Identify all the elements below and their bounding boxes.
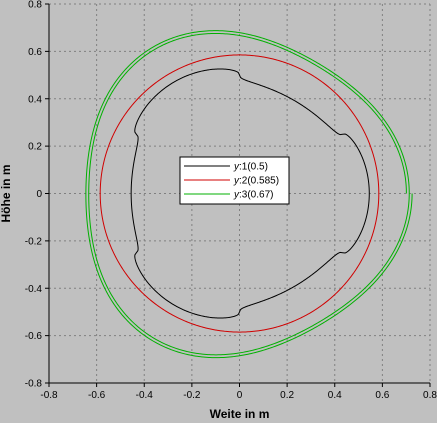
x-tick-labels: -0.8 -0.6 -0.4 -0.2 0 0.2 0.4 0.6 0.8 [40,390,437,401]
legend-entry: y:2(0.585) [184,176,279,187]
x-tick-label: -0.6 [88,390,106,401]
x-tick-label: -0.4 [136,390,154,401]
legend-entry: y:1(0.5) [184,162,268,173]
series-lines [85,30,413,359]
legend: y:1(0.5) y:2(0.585) y:3(0.67) [179,156,290,205]
x-axis-title: Weite in m [210,407,270,421]
axes [45,3,431,387]
series-line-3 [85,30,413,359]
legend-label-2-suffix: :2(0.585) [239,176,279,187]
x-tick-label: 0.8 [423,390,437,401]
legend-label-3-suffix: :3(0.67) [239,190,273,201]
y-tick-label: 0.6 [28,47,42,58]
legend-label-1-prefix: y [233,162,240,173]
y-tick-label: 0.4 [28,94,42,105]
legend-label-3-prefix: y [233,190,240,201]
y-tick-label: 0.8 [28,0,42,11]
legend-label-2-prefix: y [233,176,240,187]
x-tick-label: 0.4 [328,390,342,401]
y-tick-labels: -0.8 -0.6 -0.4 -0.2 0 0.2 0.4 0.6 0.8 [25,0,43,390]
y-tick-label: 0 [36,189,42,200]
y-tick-label: 0.2 [28,142,42,153]
series-line-1 [130,68,370,319]
legend-label-1: y:1(0.5) [233,162,268,173]
legend-entry: y:3(0.67) [184,190,273,201]
x-tick-label: -0.8 [40,390,58,401]
y-tick-label: -0.2 [25,236,43,247]
legend-label-3: y:3(0.67) [233,190,273,201]
y-tick-label: -0.8 [25,379,43,390]
x-tick-label: 0 [237,390,243,401]
series-line-2 [99,54,380,333]
y-tick-label: -0.6 [25,331,43,342]
y-tick-label: -0.4 [25,284,43,295]
x-tick-label: -0.2 [183,390,201,401]
x-tick-label: 0.6 [375,390,389,401]
legend-label-2: y:2(0.585) [233,176,279,187]
x-tick-label: 0.2 [280,390,294,401]
y-axis-title: Höhe in m [0,164,13,222]
legend-label-1-suffix: :1(0.5) [239,162,268,173]
